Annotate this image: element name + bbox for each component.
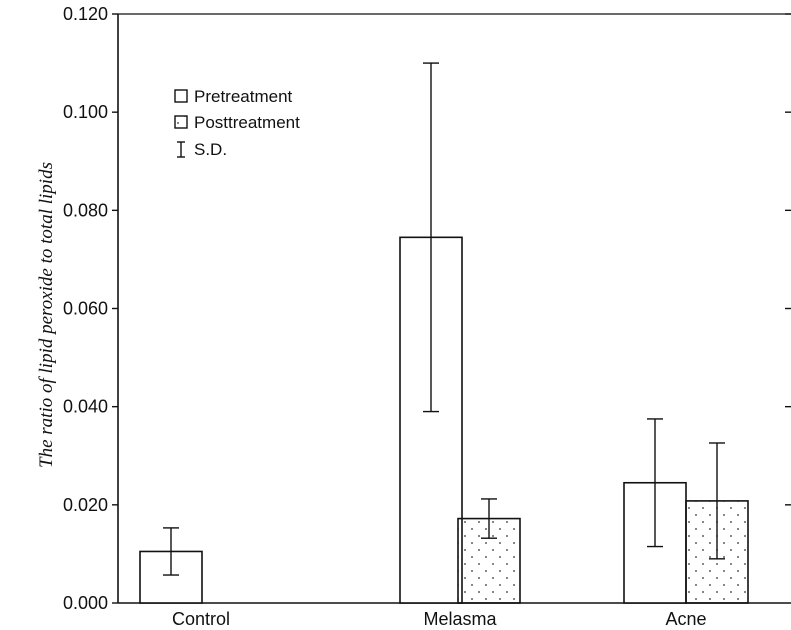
y-tick-label: 0.000 xyxy=(63,593,108,613)
x-tick-label: Melasma xyxy=(423,609,497,629)
y-tick-label: 0.040 xyxy=(63,397,108,417)
x-tick-label: Control xyxy=(172,609,230,629)
error-bars xyxy=(163,62,725,576)
y-tick-label: 0.120 xyxy=(63,4,108,24)
y-tick-label: 0.060 xyxy=(63,299,108,319)
x-tick-label: Acne xyxy=(665,609,706,629)
legend-label-pretreatment: Pretreatment xyxy=(194,87,293,106)
legend-label-posttreatment: Posttreatment xyxy=(194,113,300,132)
legend-sd-icon xyxy=(177,141,185,158)
axes: 0.000 0.020 0.040 0.060 0.080 0.100 0.120 xyxy=(63,4,791,613)
legend: Pretreatment Posttreatment S.D. xyxy=(174,87,300,159)
bars xyxy=(139,236,749,604)
legend-swatch-posttreatment xyxy=(174,115,188,129)
y-tick-label: 0.020 xyxy=(63,495,108,515)
y-tick-label: 0.080 xyxy=(63,200,108,220)
legend-swatch-pretreatment xyxy=(174,89,188,103)
category-labels: Control Melasma Acne xyxy=(172,609,707,629)
y-axis-label: The ratio of lipid peroxide to total lip… xyxy=(36,162,57,468)
y-tick-label: 0.100 xyxy=(63,102,108,122)
legend-label-sd: S.D. xyxy=(194,140,227,159)
